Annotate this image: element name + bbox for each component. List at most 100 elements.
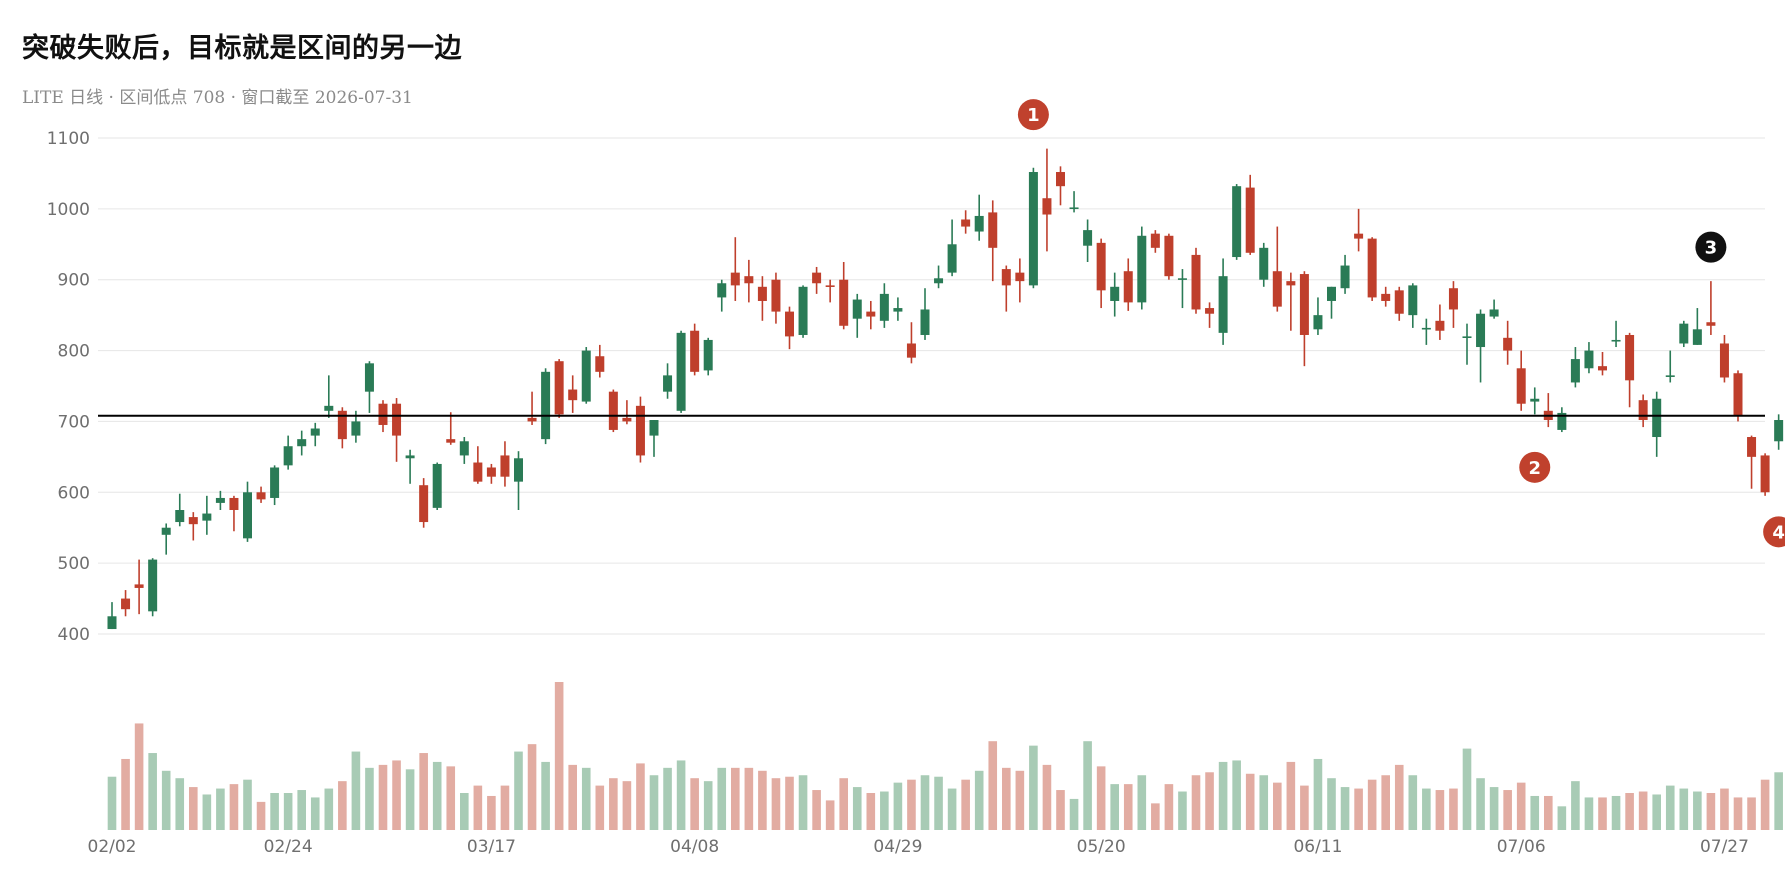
volume-bar <box>812 790 821 830</box>
candle-body <box>1069 207 1079 210</box>
candles <box>107 148 1784 630</box>
volume-bar <box>1489 787 1499 830</box>
y-tick-label: 1000 <box>47 200 90 220</box>
marker-circle <box>1763 516 1785 548</box>
candle <box>595 344 605 378</box>
candle <box>1598 351 1607 376</box>
candle <box>812 266 822 294</box>
candle-body <box>1096 242 1106 291</box>
volume-bar <box>1462 748 1472 830</box>
candle <box>554 359 564 418</box>
volume-bar <box>947 788 957 830</box>
volume-bar <box>1544 795 1553 830</box>
volume-bar <box>690 778 699 830</box>
candle-body <box>866 311 876 317</box>
y-tick-label: 800 <box>58 342 90 362</box>
candle <box>364 361 374 413</box>
candle <box>839 262 849 330</box>
volume-bar <box>1530 795 1540 830</box>
y-tick-label: 700 <box>58 412 90 432</box>
candle <box>1476 309 1486 383</box>
volume-bar <box>1191 775 1201 830</box>
candle-body <box>568 389 578 401</box>
volume-bar <box>310 797 320 830</box>
volume-bar <box>1367 779 1377 830</box>
volume-bar <box>880 791 889 830</box>
candle-body <box>1516 368 1526 404</box>
candle <box>676 330 686 413</box>
candle <box>541 368 551 445</box>
volume-bar <box>392 760 401 830</box>
volume-bar <box>243 779 252 830</box>
candle-body <box>188 517 198 525</box>
candle <box>1015 258 1025 303</box>
volume-bar <box>1422 788 1431 830</box>
candle <box>568 375 578 413</box>
candle <box>974 194 984 241</box>
candle <box>405 449 415 484</box>
volume-bar <box>1002 767 1011 830</box>
volume-bar <box>1083 741 1092 830</box>
candle-body <box>1747 437 1757 457</box>
candle <box>771 272 781 324</box>
volume-bar <box>283 793 293 830</box>
candle-body <box>1042 198 1052 215</box>
candle <box>324 375 334 418</box>
candle-body <box>1570 359 1580 383</box>
volume-bar <box>1354 788 1363 830</box>
candle <box>988 200 998 282</box>
y-axis-ticks: 400 500 600 700 800 900 1000 1100 <box>47 129 90 645</box>
candle-body <box>1598 366 1607 371</box>
candle <box>432 462 442 510</box>
volume-bar <box>1638 791 1648 830</box>
marker-4: 4 <box>1763 516 1785 548</box>
volume-bar <box>581 767 591 830</box>
candle <box>1313 297 1323 335</box>
volume-bar <box>1096 766 1106 830</box>
volume-bar <box>1584 797 1594 830</box>
candle-body <box>676 332 686 411</box>
candle <box>717 279 727 312</box>
candle-body <box>1448 288 1458 310</box>
candle <box>188 512 198 541</box>
volume-bar <box>1516 782 1526 830</box>
volume-bar <box>893 782 903 830</box>
volume-bar <box>1042 764 1052 830</box>
volume-bar <box>1611 795 1621 830</box>
candle-body <box>717 283 727 298</box>
candle-body <box>161 527 171 535</box>
candle-body <box>1177 278 1187 280</box>
candle <box>1340 254 1350 294</box>
candle-body <box>1164 235 1174 277</box>
volume-bar <box>405 769 415 830</box>
volume-bar <box>1178 791 1187 830</box>
candle <box>175 493 185 527</box>
volume-bar <box>1693 791 1702 830</box>
candle-body <box>446 439 456 443</box>
volume-bar <box>934 776 943 830</box>
candle <box>906 322 916 364</box>
volume-bar <box>1164 784 1174 830</box>
volume-bar <box>1340 787 1350 830</box>
candle-body <box>310 428 320 436</box>
candle-body <box>1028 172 1038 286</box>
candle-body <box>351 421 361 436</box>
volume-bar <box>1408 775 1418 830</box>
volume-bar <box>256 801 266 830</box>
volume-bar <box>1720 788 1729 830</box>
candle-body <box>1706 322 1716 326</box>
candle <box>1191 247 1201 314</box>
candle <box>1150 230 1160 253</box>
y-tick-label: 500 <box>58 554 90 574</box>
volume-bar <box>622 781 632 830</box>
candle <box>1164 233 1174 280</box>
candle <box>852 293 862 338</box>
candle-body <box>1381 293 1391 301</box>
volume-bar <box>473 785 483 830</box>
candle <box>1692 308 1702 345</box>
candle <box>635 396 645 463</box>
candle-body <box>1679 323 1689 344</box>
candle <box>1245 174 1255 255</box>
volume-bar <box>487 795 496 830</box>
volume-bar <box>825 800 835 830</box>
